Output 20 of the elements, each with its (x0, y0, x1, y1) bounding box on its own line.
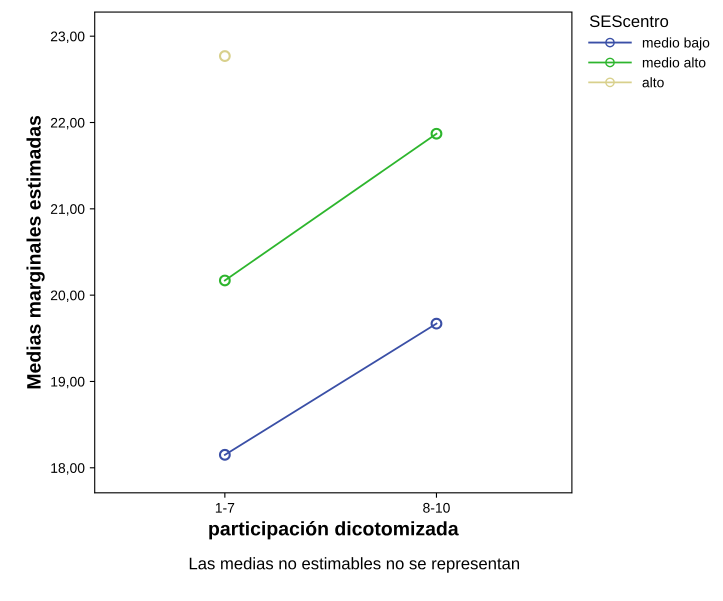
y-tick-label: 23,00 (50, 32, 84, 43)
x-axis-title: participación dicotomizada (209, 521, 459, 540)
x-tick-label: 8-10 (423, 502, 450, 513)
y-tick-label: 21,00 (50, 204, 84, 216)
y-tick-label: 19,00 (51, 376, 84, 388)
x-tick-label: 1-7 (216, 503, 234, 513)
legend-label: medio alto (642, 57, 706, 68)
point (430, 318, 442, 330)
legend-label: medio bajo (642, 37, 710, 50)
legend-label: alto (642, 77, 664, 88)
y-tick-label: 18,00 (51, 463, 84, 475)
point (430, 128, 442, 140)
text: Las medias no estimables no se representan (190, 557, 520, 573)
point (218, 50, 231, 62)
point (218, 448, 231, 461)
y-tick-label: 20,00 (50, 290, 84, 302)
y-axis-title: Medias marginales estimadas (26, 116, 45, 388)
legend-title: SEScentro (590, 15, 668, 28)
point (218, 274, 231, 286)
y-tick-label: 22,00 (50, 118, 84, 130)
